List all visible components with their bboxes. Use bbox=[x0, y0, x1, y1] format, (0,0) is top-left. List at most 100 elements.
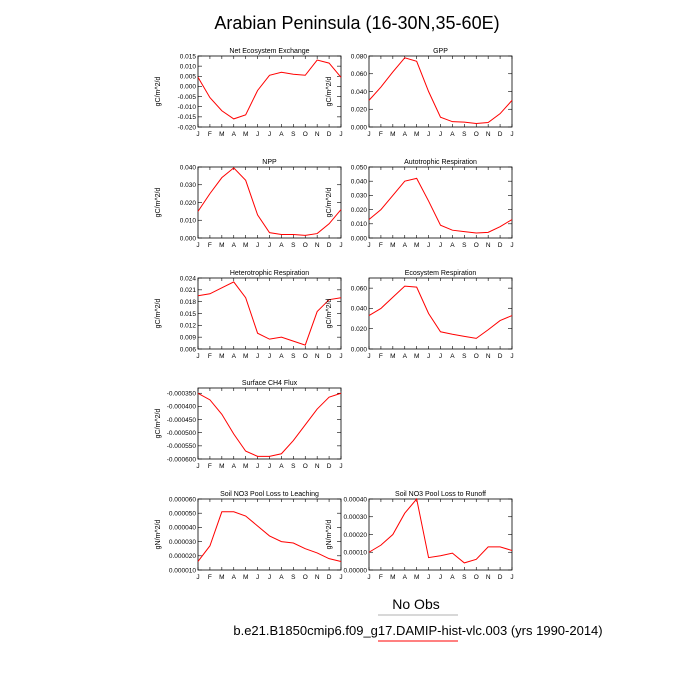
x-tick-label: J bbox=[256, 131, 259, 138]
y-tick-label: 0.000 bbox=[351, 346, 368, 353]
x-tick-label: M bbox=[219, 463, 224, 470]
y-tick-label: -0.000500 bbox=[167, 430, 197, 437]
chart-panel-8: Soil NO3 Pool Loss to Leaching gN/m^2/d 0.… bbox=[155, 491, 343, 581]
legend-label: No Obs bbox=[392, 596, 439, 612]
x-tick-label: D bbox=[498, 131, 503, 138]
x-tick-label: J bbox=[196, 353, 199, 360]
series-line bbox=[197, 59, 342, 120]
x-tick-label: J bbox=[367, 574, 370, 581]
x-tick-label: D bbox=[498, 242, 503, 249]
x-tick-label: O bbox=[474, 353, 479, 360]
y-tick-label: 0.030 bbox=[180, 182, 197, 189]
x-tick-label: F bbox=[208, 463, 212, 470]
y-tick-label: 0.060 bbox=[351, 285, 368, 292]
x-tick-label: J bbox=[427, 242, 430, 249]
plot-frame bbox=[368, 498, 513, 571]
x-tick-label: M bbox=[243, 242, 248, 249]
y-tick-label: 0.000 bbox=[351, 124, 368, 131]
chart-panel-6: Ecosystem Respiration gC/m^2/d 0.060 0.040 0… bbox=[326, 270, 514, 360]
x-tick-label: O bbox=[303, 574, 308, 581]
panel-title: GPP bbox=[433, 48, 448, 55]
y-tick-label: 0.020 bbox=[351, 326, 368, 333]
x-tick-label: D bbox=[327, 353, 332, 360]
y-tick-label: 0.00040 bbox=[344, 496, 368, 503]
x-tick-label: A bbox=[450, 353, 455, 360]
x-tick-label: J bbox=[510, 353, 513, 360]
x-tick-label: F bbox=[379, 574, 383, 581]
panel-title: Surface CH4 Flux bbox=[242, 380, 298, 387]
x-tick-label: M bbox=[390, 242, 395, 249]
x-tick-label: M bbox=[390, 131, 395, 138]
x-tick-label: J bbox=[268, 242, 271, 249]
y-axis-label: gC/m^2/d bbox=[155, 188, 162, 218]
panel-title: Soil NO3 Pool Loss to Runoff bbox=[395, 491, 486, 498]
y-tick-label: -0.015 bbox=[178, 114, 197, 121]
series-line bbox=[368, 497, 513, 564]
y-tick-label: 0.000 bbox=[180, 84, 197, 91]
series-line bbox=[368, 177, 513, 234]
series-line bbox=[368, 57, 513, 124]
x-tick-label: F bbox=[208, 242, 212, 249]
chart-panel-7: Surface CH4 Flux gC/m^2/d -0.000350 -0.0004… bbox=[155, 380, 343, 470]
x-tick-label: J bbox=[268, 131, 271, 138]
x-tick-label: J bbox=[339, 242, 342, 249]
x-tick-label: M bbox=[219, 242, 224, 249]
y-tick-label: -0.000600 bbox=[167, 456, 197, 463]
x-tick-label: A bbox=[403, 353, 408, 360]
x-tick-label: J bbox=[427, 131, 430, 138]
y-tick-label: 0.040 bbox=[180, 164, 197, 171]
x-tick-label: S bbox=[462, 353, 467, 360]
x-tick-label: A bbox=[279, 131, 284, 138]
y-axis-label: gN/m^2/d bbox=[155, 520, 162, 550]
x-tick-label: D bbox=[498, 353, 503, 360]
y-tick-label: 0.000060 bbox=[169, 496, 196, 503]
x-tick-label: M bbox=[414, 353, 419, 360]
series-line bbox=[197, 281, 342, 346]
chart-panel-9: Soil NO3 Pool Loss to Runoff gN/m^2/d 0.00… bbox=[326, 491, 514, 581]
y-tick-label: -0.005 bbox=[178, 94, 197, 101]
x-tick-label: A bbox=[450, 574, 455, 581]
y-tick-label: 0.020 bbox=[351, 207, 368, 214]
chart-panel-5: Heterotrophic Respiration gC/m^2/d 0.024 0.… bbox=[155, 270, 343, 360]
plot-frame bbox=[197, 498, 342, 571]
x-tick-label: S bbox=[291, 463, 296, 470]
x-tick-label: N bbox=[486, 353, 491, 360]
x-tick-label: M bbox=[390, 574, 395, 581]
x-tick-label: J bbox=[256, 463, 259, 470]
x-tick-label: M bbox=[390, 353, 395, 360]
panel-title: Soil NO3 Pool Loss to Leaching bbox=[220, 491, 319, 498]
x-tick-label: S bbox=[291, 242, 296, 249]
y-tick-label: 0.024 bbox=[180, 275, 197, 282]
y-tick-label: 0.00020 bbox=[344, 532, 368, 539]
plot-frame bbox=[368, 166, 513, 239]
y-tick-label: 0.020 bbox=[351, 107, 368, 114]
x-tick-label: S bbox=[462, 131, 467, 138]
panels-group: Net Ecosystem Exchange gC/m^2/d 0.015 0.010… bbox=[155, 48, 514, 581]
x-tick-label: N bbox=[315, 353, 320, 360]
y-axis-label: gC/m^2/d bbox=[326, 299, 333, 329]
y-axis-label: gC/m^2/d bbox=[326, 77, 333, 107]
y-tick-label: -0.000450 bbox=[167, 417, 197, 424]
y-tick-label: 0.000040 bbox=[169, 525, 196, 532]
x-tick-label: F bbox=[208, 353, 212, 360]
x-tick-label: J bbox=[256, 353, 259, 360]
x-tick-label: J bbox=[427, 574, 430, 581]
x-tick-label: D bbox=[327, 574, 332, 581]
x-tick-label: J bbox=[510, 242, 513, 249]
x-tick-label: O bbox=[303, 242, 308, 249]
y-tick-label: -0.000400 bbox=[167, 404, 197, 411]
x-tick-label: S bbox=[291, 131, 296, 138]
x-tick-label: N bbox=[486, 242, 491, 249]
x-tick-label: J bbox=[256, 574, 259, 581]
x-tick-label: J bbox=[268, 353, 271, 360]
y-tick-label: 0.040 bbox=[351, 89, 368, 96]
y-tick-label: 0.060 bbox=[351, 71, 368, 78]
x-tick-label: M bbox=[414, 242, 419, 249]
x-tick-label: N bbox=[486, 131, 491, 138]
y-tick-label: 0.000020 bbox=[169, 553, 196, 560]
x-tick-label: D bbox=[327, 463, 332, 470]
plot-frame bbox=[197, 387, 342, 460]
